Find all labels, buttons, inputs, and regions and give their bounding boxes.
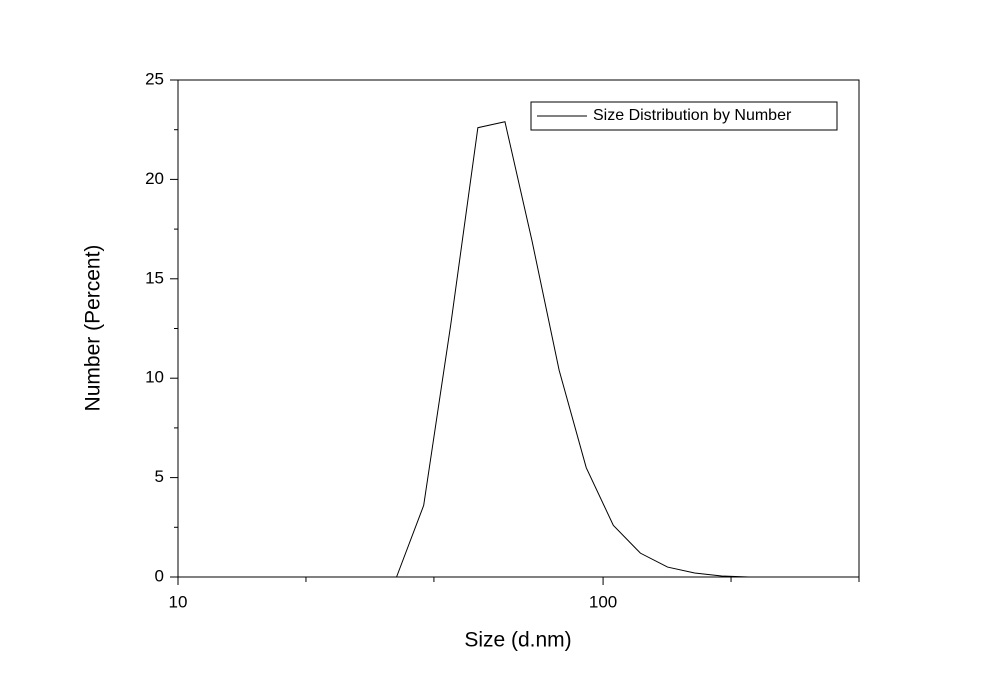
y-tick-label: 0 xyxy=(155,566,164,585)
x-tick-label: 10 xyxy=(169,592,188,611)
plot-frame xyxy=(177,79,860,578)
y-tick-label: 20 xyxy=(145,169,164,188)
x-tick-label: 100 xyxy=(589,592,617,611)
y-axis-label: Number (Percent) xyxy=(82,245,105,412)
y-tick-label: 15 xyxy=(145,268,164,287)
data-line xyxy=(396,121,749,578)
y-tick-label: 25 xyxy=(145,69,164,88)
x-axis-label: Size (d.nm) xyxy=(464,629,571,652)
y-tick-label: 5 xyxy=(155,467,164,486)
y-tick-label: 10 xyxy=(145,368,164,387)
legend-label: Size Distribution by Number xyxy=(593,107,792,124)
